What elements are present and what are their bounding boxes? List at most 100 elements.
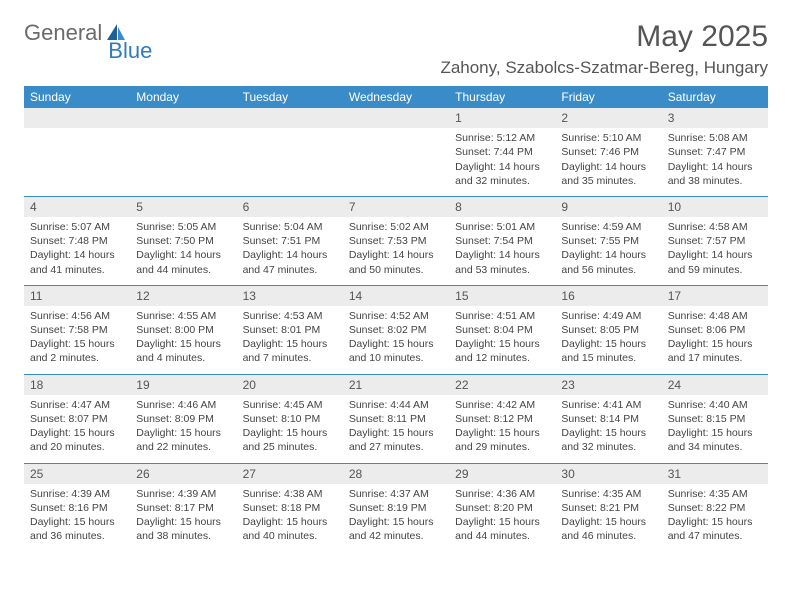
- sunset-line: Sunset: 8:02 PM: [349, 323, 443, 337]
- day-cell: 3 Sunrise: 5:08 AMSunset: 7:47 PMDaylight…: [662, 108, 768, 196]
- sunrise-line: Sunrise: 5:08 AM: [668, 131, 762, 145]
- daylight-line: Daylight: 15 hours and 15 minutes.: [561, 337, 655, 365]
- daylight-line: Daylight: 14 hours and 41 minutes.: [30, 248, 124, 276]
- week-row: 4Sunrise: 5:07 AMSunset: 7:48 PMDaylight…: [24, 197, 768, 286]
- daylight-line: Daylight: 15 hours and 47 minutes.: [668, 515, 762, 543]
- month-title: May 2025: [440, 20, 768, 54]
- day-number: 7: [343, 197, 449, 217]
- sunrise-line: Sunrise: 4:35 AM: [561, 487, 655, 501]
- day-cell: 7Sunrise: 5:02 AMSunset: 7:53 PMDaylight…: [343, 197, 449, 285]
- sunrise-line: Sunrise: 4:42 AM: [455, 398, 549, 412]
- daylight-line: Daylight: 15 hours and 7 minutes.: [243, 337, 337, 365]
- sunrise-line: Sunrise: 4:48 AM: [668, 309, 762, 323]
- sunrise-line: Sunrise: 4:46 AM: [136, 398, 230, 412]
- daylight-line: Daylight: 15 hours and 46 minutes.: [561, 515, 655, 543]
- day-cell: [24, 108, 130, 196]
- sunset-line: Sunset: 7:54 PM: [455, 234, 549, 248]
- day-body: Sunrise: 5:01 AMSunset: 7:54 PMDaylight:…: [449, 217, 555, 285]
- day-body: Sunrise: 4:53 AMSunset: 8:01 PMDaylight:…: [237, 306, 343, 374]
- day-cell: 28Sunrise: 4:37 AMSunset: 8:19 PMDayligh…: [343, 464, 449, 552]
- weekday-header: Friday: [555, 86, 661, 108]
- daylight-line: Daylight: 14 hours and 44 minutes.: [136, 248, 230, 276]
- day-number: 28: [343, 464, 449, 484]
- daylight-line: Daylight: 14 hours and 50 minutes.: [349, 248, 443, 276]
- day-number: 29: [449, 464, 555, 484]
- sunrise-line: Sunrise: 4:36 AM: [455, 487, 549, 501]
- sunrise-line: Sunrise: 4:51 AM: [455, 309, 549, 323]
- sunrise-line: Sunrise: 4:53 AM: [243, 309, 337, 323]
- sunset-line: Sunset: 8:20 PM: [455, 501, 549, 515]
- brand-part1: General: [24, 20, 102, 46]
- day-cell: 20Sunrise: 4:45 AMSunset: 8:10 PMDayligh…: [237, 375, 343, 463]
- day-cell: [343, 108, 449, 196]
- day-body: Sunrise: 4:42 AMSunset: 8:12 PMDaylight:…: [449, 395, 555, 463]
- sunrise-line: Sunrise: 4:41 AM: [561, 398, 655, 412]
- sunset-line: Sunset: 7:48 PM: [30, 234, 124, 248]
- sunrise-line: Sunrise: 4:38 AM: [243, 487, 337, 501]
- day-number: 18: [24, 375, 130, 395]
- day-number-empty: [130, 108, 236, 128]
- sunrise-line: Sunrise: 4:58 AM: [668, 220, 762, 234]
- weeks-container: 1Sunrise: 5:12 AMSunset: 7:44 PMDaylight…: [24, 108, 768, 551]
- daylight-line: Daylight: 15 hours and 4 minutes.: [136, 337, 230, 365]
- sunrise-line: Sunrise: 4:55 AM: [136, 309, 230, 323]
- day-cell: 22Sunrise: 4:42 AMSunset: 8:12 PMDayligh…: [449, 375, 555, 463]
- day-number: 22: [449, 375, 555, 395]
- day-number: 1: [449, 108, 555, 128]
- sunset-line: Sunset: 8:21 PM: [561, 501, 655, 515]
- day-number: 4: [24, 197, 130, 217]
- day-number: 24: [662, 375, 768, 395]
- day-body: Sunrise: 4:46 AMSunset: 8:09 PMDaylight:…: [130, 395, 236, 463]
- day-number: 3: [662, 108, 768, 128]
- day-body: Sunrise: 5:07 AMSunset: 7:48 PMDaylight:…: [24, 217, 130, 285]
- day-body: Sunrise: 4:37 AMSunset: 8:19 PMDaylight:…: [343, 484, 449, 552]
- sunset-line: Sunset: 8:14 PM: [561, 412, 655, 426]
- day-number: 21: [343, 375, 449, 395]
- sunset-line: Sunset: 8:10 PM: [243, 412, 337, 426]
- daylight-line: Daylight: 15 hours and 2 minutes.: [30, 337, 124, 365]
- weekday-header: Sunday: [24, 86, 130, 108]
- day-cell: 12Sunrise: 4:55 AMSunset: 8:00 PMDayligh…: [130, 286, 236, 374]
- location-line: Zahony, Szabolcs-Szatmar-Bereg, Hungary: [440, 58, 768, 78]
- day-cell: 24Sunrise: 4:40 AMSunset: 8:15 PMDayligh…: [662, 375, 768, 463]
- sunset-line: Sunset: 7:47 PM: [668, 145, 762, 159]
- day-cell: 14Sunrise: 4:52 AMSunset: 8:02 PMDayligh…: [343, 286, 449, 374]
- daylight-line: Daylight: 15 hours and 27 minutes.: [349, 426, 443, 454]
- day-cell: 8Sunrise: 5:01 AMSunset: 7:54 PMDaylight…: [449, 197, 555, 285]
- day-number: 20: [237, 375, 343, 395]
- sunset-line: Sunset: 7:46 PM: [561, 145, 655, 159]
- sunrise-line: Sunrise: 4:59 AM: [561, 220, 655, 234]
- brand-logo: General Blue: [24, 20, 152, 46]
- day-number: 26: [130, 464, 236, 484]
- day-cell: 17Sunrise: 4:48 AMSunset: 8:06 PMDayligh…: [662, 286, 768, 374]
- sunset-line: Sunset: 8:22 PM: [668, 501, 762, 515]
- daylight-line: Daylight: 15 hours and 12 minutes.: [455, 337, 549, 365]
- day-body: Sunrise: 4:41 AMSunset: 8:14 PMDaylight:…: [555, 395, 661, 463]
- page-header: General Blue May 2025 Zahony, Szabolcs-S…: [24, 20, 768, 78]
- daylight-line: Daylight: 15 hours and 40 minutes.: [243, 515, 337, 543]
- daylight-line: Daylight: 15 hours and 34 minutes.: [668, 426, 762, 454]
- sunrise-line: Sunrise: 4:40 AM: [668, 398, 762, 412]
- day-number: 19: [130, 375, 236, 395]
- sunset-line: Sunset: 8:16 PM: [30, 501, 124, 515]
- day-number-empty: [343, 108, 449, 128]
- calendar-page: General Blue May 2025 Zahony, Szabolcs-S…: [0, 0, 792, 571]
- day-body: Sunrise: 5:04 AMSunset: 7:51 PMDaylight:…: [237, 217, 343, 285]
- day-cell: 16Sunrise: 4:49 AMSunset: 8:05 PMDayligh…: [555, 286, 661, 374]
- sunset-line: Sunset: 8:19 PM: [349, 501, 443, 515]
- daylight-line: Daylight: 14 hours and 38 minutes.: [668, 160, 762, 188]
- daylight-line: Daylight: 15 hours and 29 minutes.: [455, 426, 549, 454]
- day-number: 16: [555, 286, 661, 306]
- sunrise-line: Sunrise: 5:04 AM: [243, 220, 337, 234]
- daylight-line: Daylight: 14 hours and 47 minutes.: [243, 248, 337, 276]
- day-body: Sunrise: 4:56 AMSunset: 7:58 PMDaylight:…: [24, 306, 130, 374]
- day-cell: 4Sunrise: 5:07 AMSunset: 7:48 PMDaylight…: [24, 197, 130, 285]
- day-body: Sunrise: 5:10 AMSunset: 7:46 PMDaylight:…: [555, 128, 661, 196]
- daylight-line: Daylight: 14 hours and 53 minutes.: [455, 248, 549, 276]
- daylight-line: Daylight: 15 hours and 42 minutes.: [349, 515, 443, 543]
- sunrise-line: Sunrise: 5:12 AM: [455, 131, 549, 145]
- daylight-line: Daylight: 14 hours and 35 minutes.: [561, 160, 655, 188]
- day-cell: 21Sunrise: 4:44 AMSunset: 8:11 PMDayligh…: [343, 375, 449, 463]
- day-number: 6: [237, 197, 343, 217]
- day-body: Sunrise: 4:52 AMSunset: 8:02 PMDaylight:…: [343, 306, 449, 374]
